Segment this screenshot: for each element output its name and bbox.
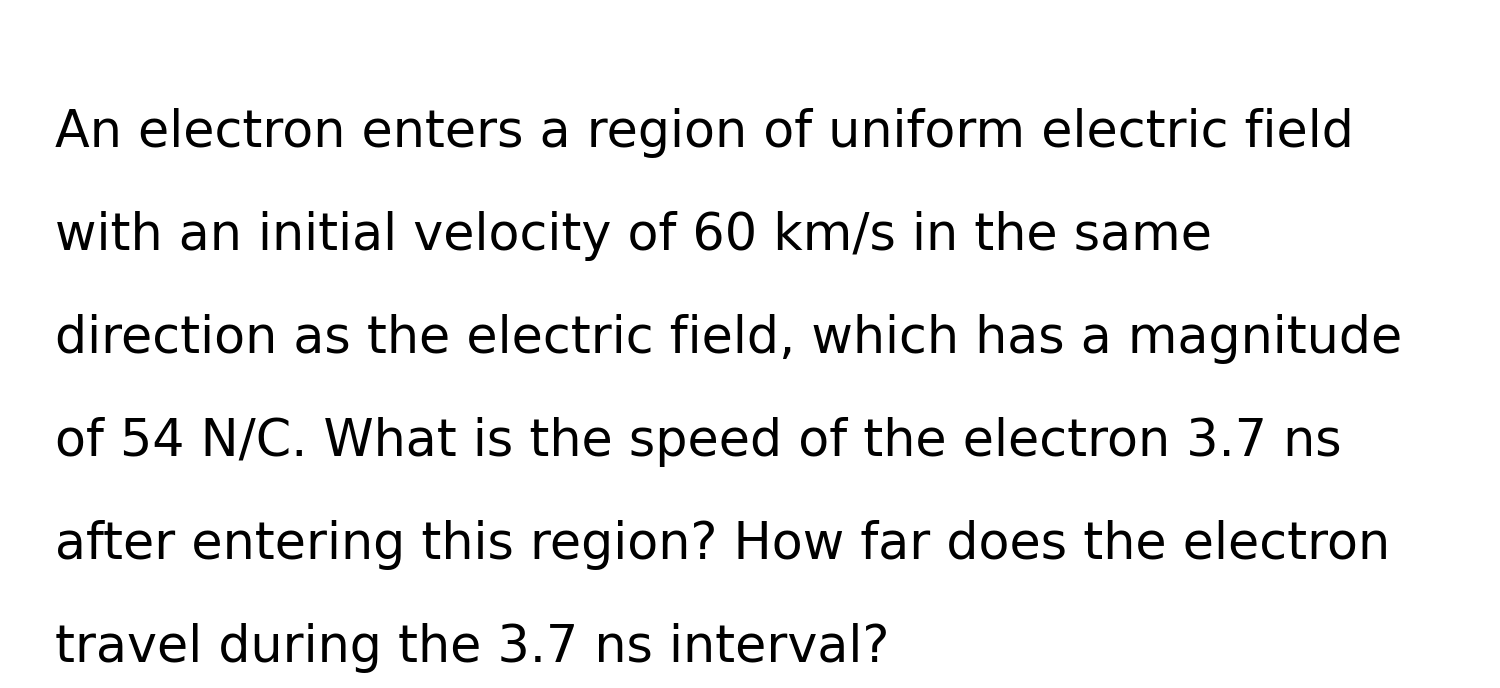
Text: of 54 N/C. What is the speed of the electron 3.7 ns: of 54 N/C. What is the speed of the elec… [56, 417, 1341, 467]
Text: travel during the 3.7 ns interval?: travel during the 3.7 ns interval? [56, 623, 889, 673]
Text: with an initial velocity of 60 km/s in the same: with an initial velocity of 60 km/s in t… [56, 211, 1212, 261]
Text: direction as the electric field, which has a magnitude: direction as the electric field, which h… [56, 314, 1402, 364]
Text: after entering this region? How far does the electron: after entering this region? How far does… [56, 520, 1390, 570]
Text: An electron enters a region of uniform electric field: An electron enters a region of uniform e… [56, 108, 1354, 158]
